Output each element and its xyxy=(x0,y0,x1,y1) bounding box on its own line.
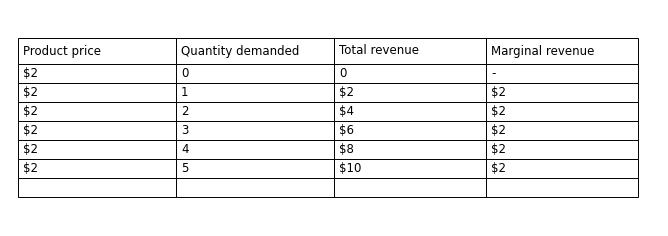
Bar xyxy=(18,64,176,83)
Text: $2: $2 xyxy=(491,86,506,99)
Text: $2: $2 xyxy=(23,86,38,99)
Text: 0: 0 xyxy=(339,67,347,80)
Text: $10: $10 xyxy=(339,162,361,175)
Bar xyxy=(486,159,638,178)
Bar xyxy=(334,140,486,159)
Text: $2: $2 xyxy=(491,105,506,118)
Bar xyxy=(18,178,176,197)
Bar xyxy=(486,64,638,83)
Text: $2: $2 xyxy=(491,162,506,175)
Text: $8: $8 xyxy=(339,143,354,156)
Text: 4: 4 xyxy=(181,143,188,156)
Text: Quantity demanded: Quantity demanded xyxy=(181,45,299,58)
Bar xyxy=(486,83,638,102)
Bar xyxy=(486,121,638,140)
Text: 3: 3 xyxy=(181,124,188,137)
Text: $6: $6 xyxy=(339,124,354,137)
Bar xyxy=(334,38,486,64)
Text: Total revenue: Total revenue xyxy=(339,45,420,58)
Bar xyxy=(18,140,176,159)
Bar xyxy=(176,83,334,102)
Text: $2: $2 xyxy=(23,124,38,137)
Text: $2: $2 xyxy=(23,67,38,80)
Bar xyxy=(334,64,486,83)
Bar xyxy=(334,159,486,178)
Text: $4: $4 xyxy=(339,105,354,118)
Text: $2: $2 xyxy=(23,162,38,175)
Text: -: - xyxy=(491,67,496,80)
Text: 2: 2 xyxy=(181,105,188,118)
Text: 5: 5 xyxy=(181,162,188,175)
Bar xyxy=(176,121,334,140)
Bar xyxy=(176,140,334,159)
Text: $2: $2 xyxy=(339,86,354,99)
Text: Marginal revenue: Marginal revenue xyxy=(491,45,595,58)
Bar xyxy=(486,140,638,159)
Bar xyxy=(18,102,176,121)
Bar xyxy=(18,159,176,178)
Bar xyxy=(486,38,638,64)
Bar xyxy=(486,102,638,121)
Text: $2: $2 xyxy=(23,143,38,156)
Bar xyxy=(176,64,334,83)
Bar xyxy=(18,83,176,102)
Bar xyxy=(334,121,486,140)
Bar xyxy=(486,178,638,197)
Text: $2: $2 xyxy=(23,105,38,118)
Text: 0: 0 xyxy=(181,67,188,80)
Text: $2: $2 xyxy=(491,124,506,137)
Bar xyxy=(334,83,486,102)
Bar xyxy=(176,38,334,64)
Text: Product price: Product price xyxy=(23,45,101,58)
Bar xyxy=(334,178,486,197)
Bar xyxy=(18,121,176,140)
Bar xyxy=(176,102,334,121)
Bar xyxy=(176,178,334,197)
Bar xyxy=(18,38,176,64)
Text: $2: $2 xyxy=(491,143,506,156)
Bar xyxy=(334,102,486,121)
Text: 1: 1 xyxy=(181,86,188,99)
Bar xyxy=(176,159,334,178)
